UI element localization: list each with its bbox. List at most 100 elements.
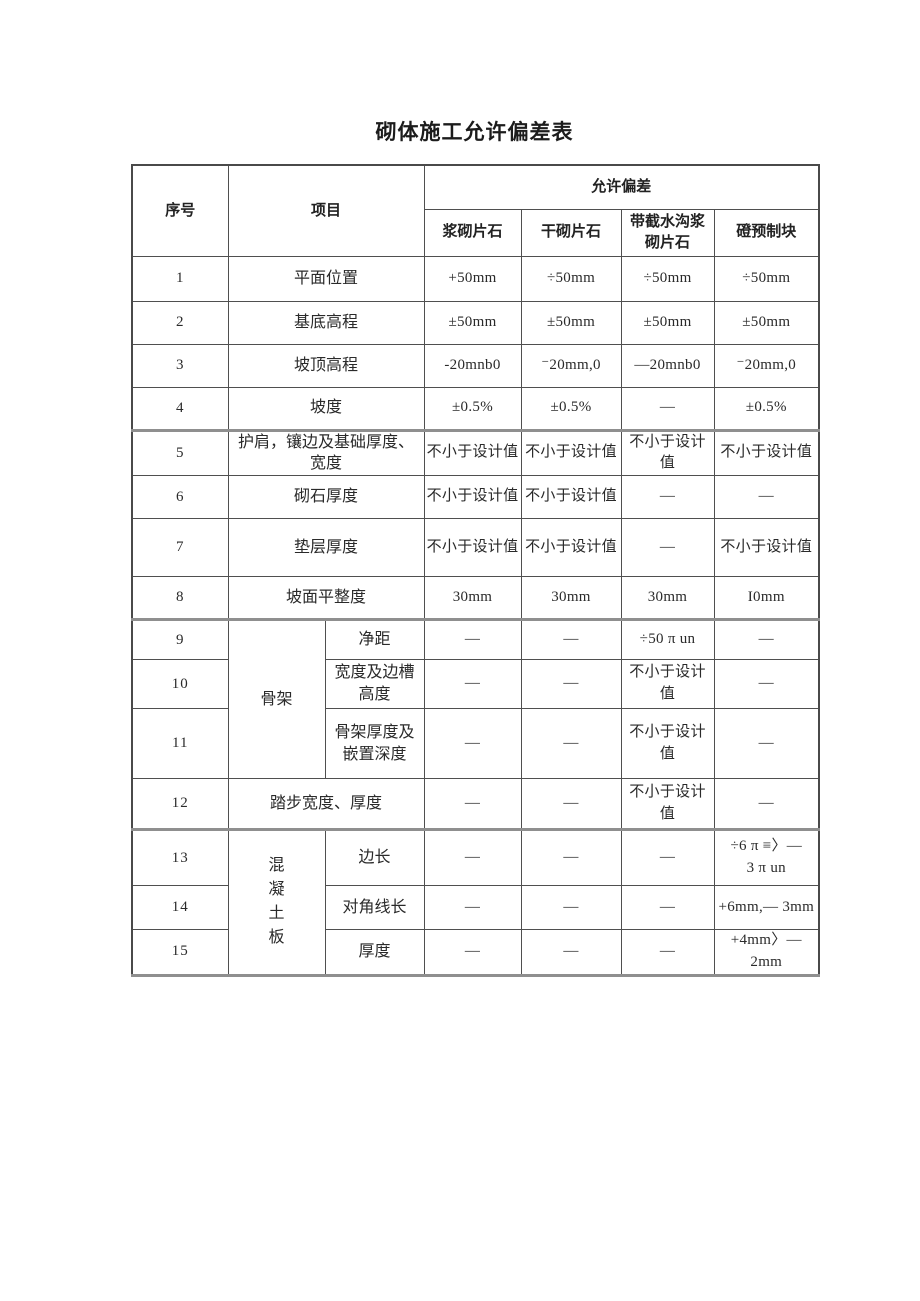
cell-value: —: [423, 659, 522, 709]
cell-group: 混凝土板: [227, 828, 326, 976]
table-row: 1 平面位置 +50mm ÷50mm ÷50mm ÷50mm: [131, 255, 820, 302]
cell-value: +6mm,— 3mm: [713, 885, 820, 930]
cell-value: ±50mm: [620, 300, 715, 345]
cell-value: —: [520, 828, 622, 886]
cell-value: 不小于设计值: [423, 428, 522, 476]
cell-no: 11: [131, 708, 229, 779]
cell-value: ÷50 π un: [620, 618, 715, 660]
cell-value: ⁻20mm,0: [713, 343, 820, 388]
cell-no: 3: [131, 343, 229, 388]
cell-value: —: [620, 828, 715, 886]
cell-no: 2: [131, 300, 229, 345]
cell-value: 不小于设计值: [520, 428, 622, 476]
header-deviation: 允许偏差: [423, 164, 820, 210]
table-row: 14 对角线长 — — — +6mm,— 3mm: [131, 885, 820, 930]
cell-value: —: [520, 659, 622, 709]
table-row: 4 坡度 ±0.5% ±0.5% — ±0.5%: [131, 386, 820, 431]
cell-value: —: [620, 885, 715, 930]
table-row: 7 垫层厚度 不小于设计值 不小于设计值 — 不小于设计值: [131, 518, 820, 577]
cell-value: —: [423, 618, 522, 660]
header-material-2: 干砌片石: [520, 208, 622, 257]
cell-no: 7: [131, 518, 229, 577]
cell-value: —: [620, 929, 715, 976]
cell-value: 不小于设计值: [423, 475, 522, 519]
cell-item: 边长: [324, 828, 425, 886]
table-row: 10 宽度及边槽高度 — — 不小于设计值 —: [131, 659, 820, 709]
header-row-1: 序号 项目 允许偏差: [131, 164, 820, 257]
cell-value: —: [423, 708, 522, 779]
cell-value: —: [423, 885, 522, 930]
page-title: 砌体施工允许偏差表: [375, 120, 574, 144]
table-row: 12 踏步宽度、厚度 — — 不小于设计值 —: [131, 778, 820, 830]
cell-item: 坡顶高程: [227, 343, 425, 388]
cell-value: —20mnb0: [620, 343, 715, 388]
cell-item: 对角线长: [324, 885, 425, 930]
cell-item: 护肩，镶边及基础厚度、宽度: [227, 428, 425, 476]
header-no: 序号: [131, 164, 229, 257]
table-row: 6 砌石厚度 不小于设计值 不小于设计值 — —: [131, 475, 820, 519]
cell-value: —: [520, 885, 622, 930]
cell-value: 不小于设计值: [713, 428, 820, 476]
cell-value: ±0.5%: [423, 386, 522, 431]
cell-item: 砌石厚度: [227, 475, 425, 519]
table-row: 5 护肩，镶边及基础厚度、宽度 不小于设计值 不小于设计值 不小于设计值 不小于…: [131, 428, 820, 476]
cell-value: 不小于设计值: [520, 518, 622, 577]
cell-item: 宽度及边槽高度: [324, 659, 425, 709]
cell-value: 30mm: [520, 576, 622, 620]
cell-value: —: [620, 386, 715, 431]
cell-value: +4mm〉— 2mm: [713, 929, 820, 976]
cell-value: ±50mm: [520, 300, 622, 345]
header-material-3: 带截水沟浆砌片石: [620, 208, 715, 257]
cell-value: 不小于设计值: [620, 659, 715, 709]
header-item: 项目: [227, 164, 425, 257]
cell-value: —: [520, 929, 622, 976]
cell-value: +50mm: [423, 255, 522, 302]
table-row: 8 坡面平整度 30mm 30mm 30mm I0mm: [131, 576, 820, 620]
cell-value: —: [520, 618, 622, 660]
table-row: 11 骨架厚度及嵌置深度 — — 不小于设计值 —: [131, 708, 820, 779]
cell-value: —: [423, 929, 522, 976]
header-material-1: 浆砌片石: [423, 208, 522, 257]
cell-value: —: [423, 778, 522, 830]
cell-value: —: [520, 708, 622, 779]
cell-value: ÷50mm: [520, 255, 622, 302]
vertical-group-label: 混凝土板: [268, 857, 285, 947]
cell-value: —: [620, 475, 715, 519]
cell-value: —: [423, 828, 522, 886]
cell-value: ±0.5%: [520, 386, 622, 431]
cell-no: 14: [131, 885, 229, 930]
cell-value: ±50mm: [423, 300, 522, 345]
cell-value: ÷6 π ≡〉— 3 π un: [713, 828, 820, 886]
cell-no: 9: [131, 618, 229, 660]
cell-no: 13: [131, 828, 229, 886]
cell-value: 不小于设计值: [423, 518, 522, 577]
header-row-2: 浆砌片石 干砌片石 带截水沟浆砌片石 磴预制块: [132, 208, 820, 257]
cell-no: 12: [131, 778, 229, 830]
cell-value: —: [520, 778, 622, 830]
table-row: 2 基底高程 ±50mm ±50mm ±50mm ±50mm: [131, 300, 820, 345]
cell-value: ÷50mm: [713, 255, 820, 302]
cell-item: 坡面平整度: [227, 576, 425, 620]
cell-value: 不小于设计值: [620, 778, 715, 830]
cell-item: 平面位置: [227, 255, 425, 302]
cell-value: —: [713, 659, 820, 709]
cell-no: 6: [131, 475, 229, 519]
cell-value: —: [620, 518, 715, 577]
cell-value: 不小于设计值: [713, 518, 820, 577]
cell-value: ⁻20mm,0: [520, 343, 622, 388]
cell-no: 4: [131, 386, 229, 431]
cell-value: —: [713, 618, 820, 660]
cell-value: —: [713, 778, 820, 830]
cell-value: I0mm: [713, 576, 820, 620]
table-row: 3 坡顶高程 -20mnb0 ⁻20mm,0 —20mnb0 ⁻20mm,0: [131, 343, 820, 388]
cell-item: 基底高程: [227, 300, 425, 345]
table-row: 13 混凝土板 边长 — — — ÷6 π ≡〉— 3 π un: [131, 828, 820, 976]
cell-no: 8: [131, 576, 229, 620]
cell-item: 骨架厚度及嵌置深度: [324, 708, 425, 779]
cell-item: 垫层厚度: [227, 518, 425, 577]
cell-value: ±50mm: [713, 300, 820, 345]
cell-value: -20mnb0: [423, 343, 522, 388]
cell-value: ±0.5%: [713, 386, 820, 431]
deviation-table: 序号 项目 允许偏差 浆砌片石 干砌片石 带截水沟浆砌片石 磴预制块 1 平面位…: [131, 164, 821, 977]
